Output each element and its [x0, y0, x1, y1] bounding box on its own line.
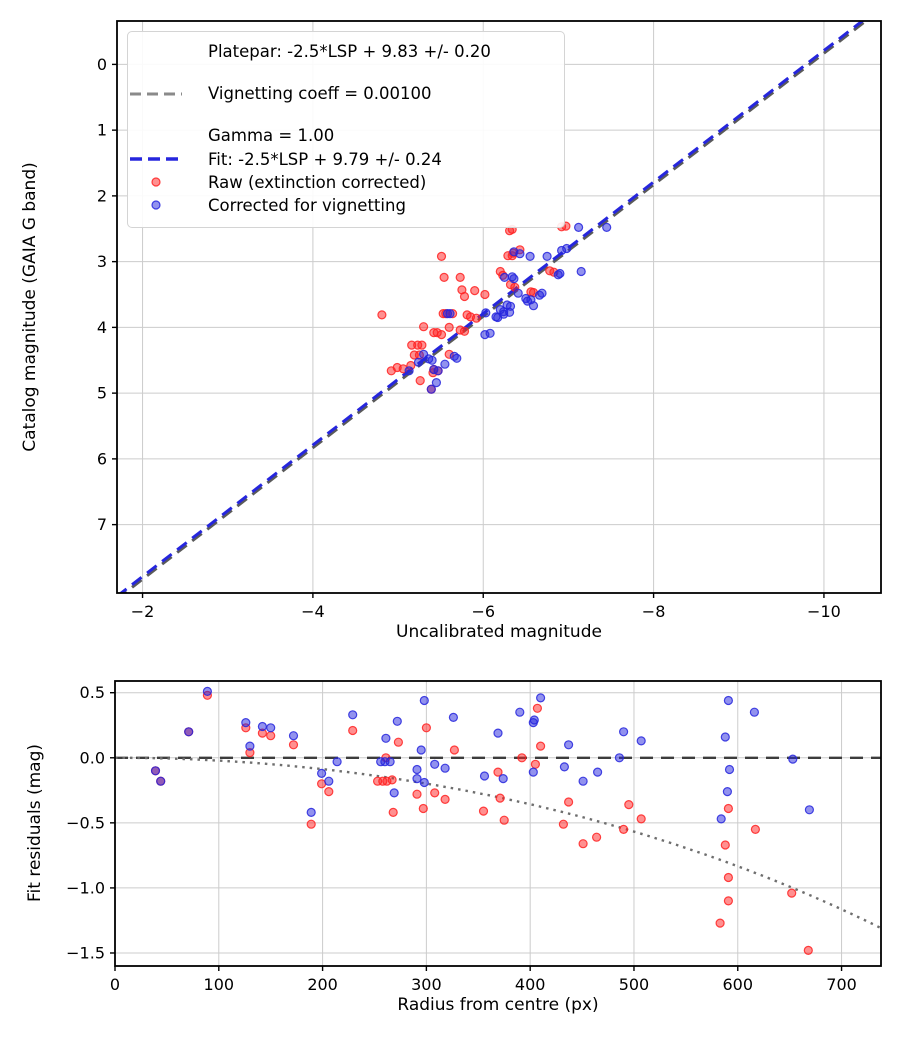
legend: Platepar: -2.5*LSP + 9.83 +/- 0.20 Vigne…: [127, 31, 565, 228]
legend-row-platepar: Platepar: -2.5*LSP + 9.83 +/- 0.20 Vigne…: [130, 41, 554, 147]
svg-text:1: 1: [97, 121, 107, 140]
svg-text:500: 500: [619, 975, 650, 994]
top-x-axis-label: Uncalibrated magnitude: [396, 622, 602, 642]
svg-text:300: 300: [411, 975, 442, 994]
svg-text:0: 0: [110, 975, 120, 994]
gamma-label: Gamma = 1.00: [208, 126, 335, 146]
svg-text:600: 600: [722, 975, 753, 994]
svg-text:0.5: 0.5: [80, 683, 105, 702]
legend-platepar-text: Platepar: -2.5*LSP + 9.83 +/- 0.20 Vigne…: [208, 41, 491, 147]
vignetting-coeff-label: Vignetting coeff = 0.00100: [208, 84, 432, 104]
svg-text:−6: −6: [471, 602, 495, 621]
svg-text:5: 5: [97, 384, 107, 403]
svg-text:0.0: 0.0: [80, 748, 105, 767]
top-y-axis-label: Catalog magnitude (GAIA G band): [20, 162, 40, 452]
platepar-label: Platepar: -2.5*LSP + 9.83 +/- 0.20: [208, 42, 491, 61]
svg-text:−0.5: −0.5: [66, 813, 105, 832]
svg-text:2: 2: [97, 186, 107, 205]
legend-raw-label: Raw (extinction corrected): [208, 172, 427, 192]
svg-text:400: 400: [515, 975, 546, 994]
svg-text:−4: −4: [301, 602, 325, 621]
legend-row-corrected: Corrected for vignetting: [138, 195, 554, 216]
bottom-x-axis-label: Radius from centre (px): [397, 995, 599, 1015]
svg-text:−1.5: −1.5: [66, 943, 105, 962]
svg-text:−8: −8: [642, 602, 666, 621]
corrected-marker-icon: [138, 195, 194, 215]
bottom-chart: 0 100 200 300 400 500 600 700 0.5 0.0 −0.5 −1.0 −1.5: [66, 680, 882, 994]
svg-text:0: 0: [97, 55, 107, 74]
svg-text:6: 6: [97, 449, 107, 468]
platepar-dashed-line-icon: [130, 84, 194, 104]
svg-text:3: 3: [97, 252, 107, 271]
bottom-y-axis-label: Fit residuals (mag): [25, 744, 45, 902]
svg-text:−2: −2: [131, 602, 155, 621]
legend-row-raw: Raw (extinction corrected): [138, 172, 554, 193]
fit-dashed-line-icon: [130, 149, 194, 169]
svg-text:700: 700: [826, 975, 857, 994]
svg-text:100: 100: [204, 975, 235, 994]
raw-marker-icon: [138, 172, 194, 192]
legend-row-fit: Fit: -2.5*LSP + 9.79 +/- 0.24: [130, 149, 554, 170]
svg-text:4: 4: [97, 318, 107, 337]
legend-fit-label: Fit: -2.5*LSP + 9.79 +/- 0.24: [208, 149, 442, 169]
svg-text:200: 200: [307, 975, 338, 994]
svg-text:−1.0: −1.0: [66, 878, 105, 897]
legend-corrected-label: Corrected for vignetting: [208, 195, 406, 215]
svg-text:−10: −10: [807, 602, 841, 621]
svg-text:7: 7: [97, 515, 107, 534]
